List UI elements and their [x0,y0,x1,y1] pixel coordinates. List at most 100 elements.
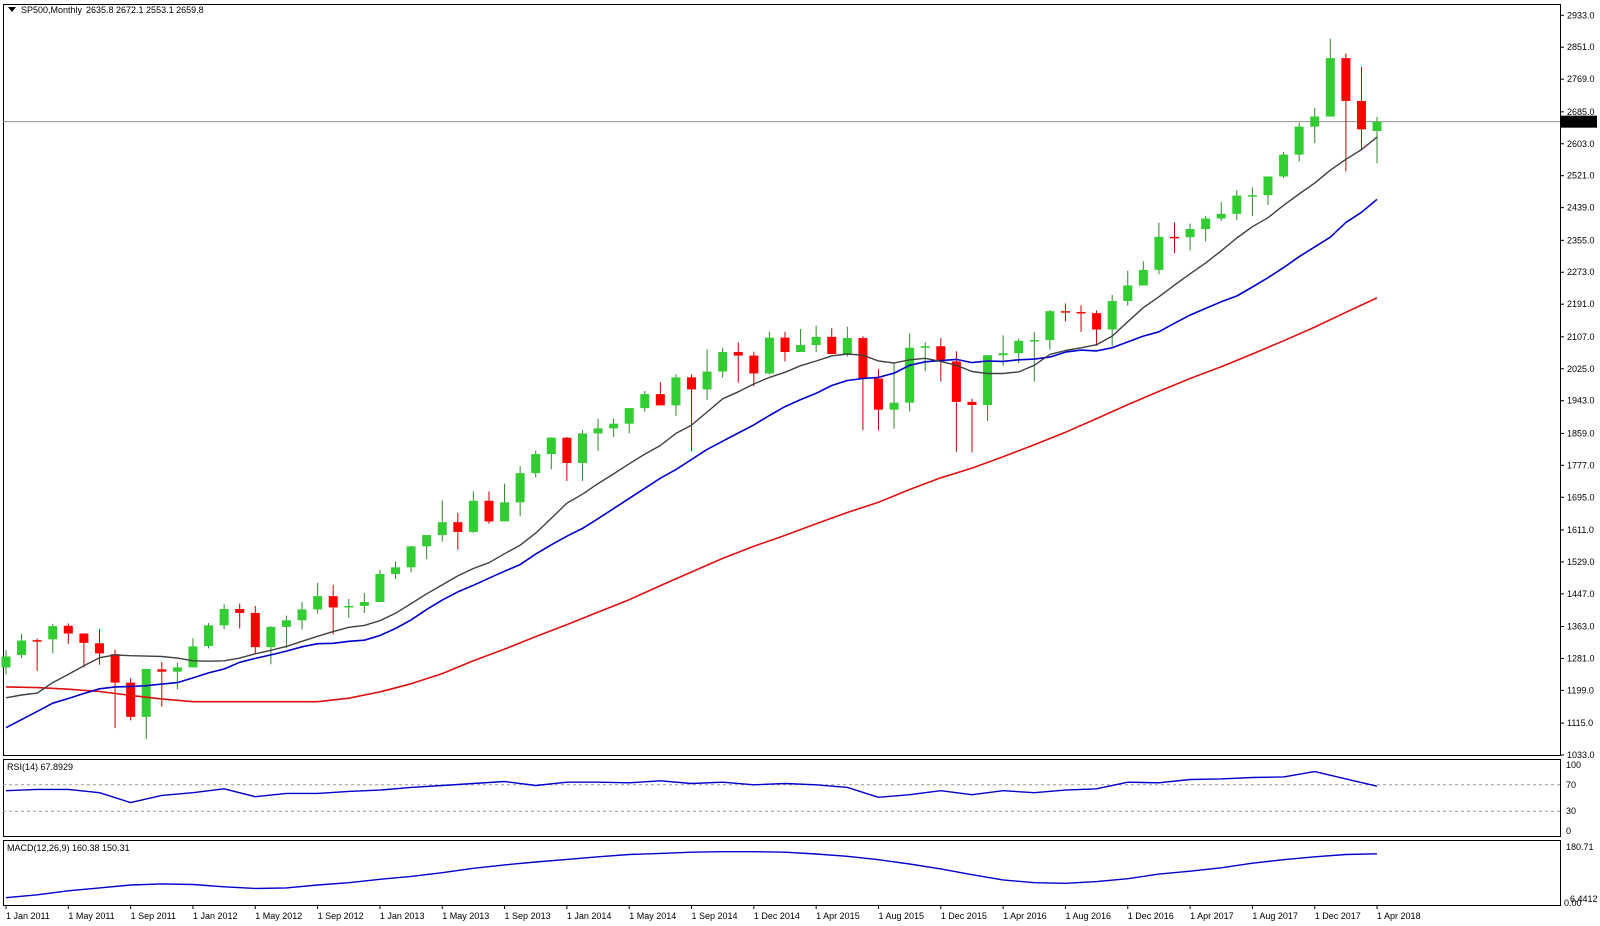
candle-bear [1170,236,1179,239]
candle-bear [733,352,743,356]
candle-bull [811,336,821,346]
price-tick-label: 2851.0 [1567,42,1595,52]
price-tick-label: 2355.0 [1567,235,1595,245]
x-tick-label: 1 May 2014 [629,911,676,921]
rsi-pane-frame [3,759,1561,837]
candle-bull [437,522,447,536]
price-tick-label: 1695.0 [1567,492,1595,502]
candle-bear [328,596,338,608]
price-tick-label: 1777.0 [1567,460,1595,470]
candle-bull [1107,301,1117,330]
ma-long-line [5,297,1378,703]
macd-tick-label: 0.00 [1564,898,1582,908]
price-tick-label: 1363.0 [1567,622,1595,632]
price-tick-label: 2025.0 [1567,364,1595,374]
candle-bull [48,626,58,640]
x-tick-label: 1 Apr 2018 [1377,911,1421,921]
x-tick-label: 1 Dec 2017 [1315,911,1361,921]
candle-bull [1154,236,1164,270]
x-tick-label: 1 Sep 2013 [505,911,551,921]
candle-bull [1216,213,1226,219]
candle-bear [951,361,961,402]
candle-bear [110,654,120,683]
candle-bull [1247,195,1257,197]
price-tick-label: 2603.0 [1567,139,1595,149]
candle-bear [63,625,73,634]
x-tick-label: 1 Jan 2014 [567,911,612,921]
candle-bull [920,346,930,348]
candle-bull [359,601,369,606]
rsi-tick-label: 0 [1566,826,1571,836]
candle-bull [640,394,650,409]
x-tick-label: 1 Dec 2016 [1128,911,1174,921]
candle-bull [593,428,603,434]
candle-bull [1,656,11,668]
candle-bull [515,473,525,503]
candle-bull [1185,229,1195,238]
candle-bear [453,522,463,532]
candle-bear [1060,311,1070,313]
candle-bull [141,668,151,717]
candle-bear [655,394,665,406]
price-tick-label: 1859.0 [1567,428,1595,438]
x-tick-label: 1 Dec 2015 [941,911,987,921]
candle-bull [1014,340,1024,354]
candle-bull [406,546,416,568]
candle-bull [842,338,852,354]
candle-bull [313,596,323,610]
candle-bull [889,402,899,410]
candle-bull [219,609,229,626]
x-tick-label: 1 Aug 2015 [878,911,924,921]
x-tick-label: 1 Jan 2011 [6,911,50,921]
candle-bull [577,433,587,464]
symbol-label: SP500,Monthly [21,5,83,15]
candle-bull [1263,176,1273,196]
price-tick-label: 2933.0 [1567,10,1595,20]
rsi-tick-label: 70 [1566,780,1576,790]
ma-medium-line [5,198,1378,729]
candle-bull [375,573,385,602]
rsi-tick-label: 30 [1566,806,1576,816]
candle-bull [1310,116,1320,127]
candle-bull [500,502,510,522]
candle-bull [718,352,728,372]
current-price-label: 2659.8 [1565,117,1593,127]
candle-bull [1123,285,1133,302]
x-tick-label: 1 Apr 2016 [1003,911,1047,921]
candle-bear [250,612,260,648]
macd-line [5,851,1378,899]
candle-bull [172,667,182,672]
candle-bear [562,437,572,464]
candle-bull [609,423,619,429]
price-tick-label: 2439.0 [1567,203,1595,213]
candle-bear [79,633,89,643]
candle-bull [1045,311,1055,340]
price-tick-label: 1281.0 [1567,653,1595,663]
x-tick-label: 1 Dec 2014 [754,911,800,921]
candle-bull [1325,58,1335,117]
price-tick-label: 1611.0 [1567,525,1594,535]
ohlc-label: 2635.8 2672.1 2553.1 2659.8 [86,5,204,15]
x-tick-label: 1 Jan 2013 [380,911,425,921]
candle-bear [1092,313,1102,330]
candle-bull [344,605,354,608]
x-tick-label: 1 Aug 2016 [1065,911,1111,921]
candle-bear [936,346,946,362]
main-pane-frame [3,4,1561,756]
candle-bull [1201,218,1211,230]
candle-bull [1294,126,1304,155]
candle-bear [780,337,790,353]
candle-bear [157,669,167,672]
candle-bull [764,337,774,374]
candle-bull [671,377,681,406]
price-tick-label: 1447.0 [1567,589,1595,599]
candle-bear [1341,58,1351,101]
candle-bear [827,336,837,354]
macd-label: MACD(12,26,9) 160.38 150.31 [7,843,130,853]
candle-bear [858,338,868,379]
dropdown-triangle-icon [8,7,16,12]
candle-bull [297,609,307,621]
candle-bull [624,408,634,424]
